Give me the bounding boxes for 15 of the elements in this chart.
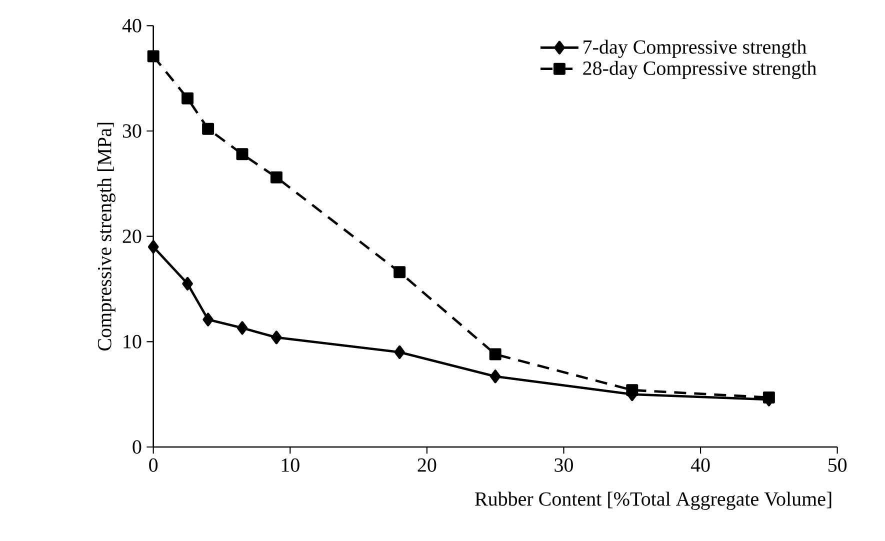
- x-tick-label: 50: [828, 458, 847, 472]
- x-tick-label: 30: [554, 458, 573, 472]
- y-tick-label: 10: [124, 334, 142, 348]
- x-tick-label: 20: [418, 458, 436, 472]
- legend-label: 7-day Compressive strength: [584, 40, 806, 58]
- x-tick-label: 10: [282, 458, 300, 472]
- y-tick-label: 0: [132, 440, 142, 454]
- y-tick-label: 20: [122, 230, 142, 244]
- x-axis-title: Rubber Content [%Total Aggregate Volume]: [475, 492, 832, 510]
- y-axis-title: Compressive strength [MPa]: [97, 122, 116, 350]
- y-tick-label: 40: [122, 18, 142, 32]
- y-tick-label: 30: [122, 124, 142, 138]
- x-tick-label: 40: [690, 458, 710, 472]
- x-tick-label: 0: [149, 458, 158, 472]
- legend-label: 28-day Compressive strength: [583, 60, 816, 80]
